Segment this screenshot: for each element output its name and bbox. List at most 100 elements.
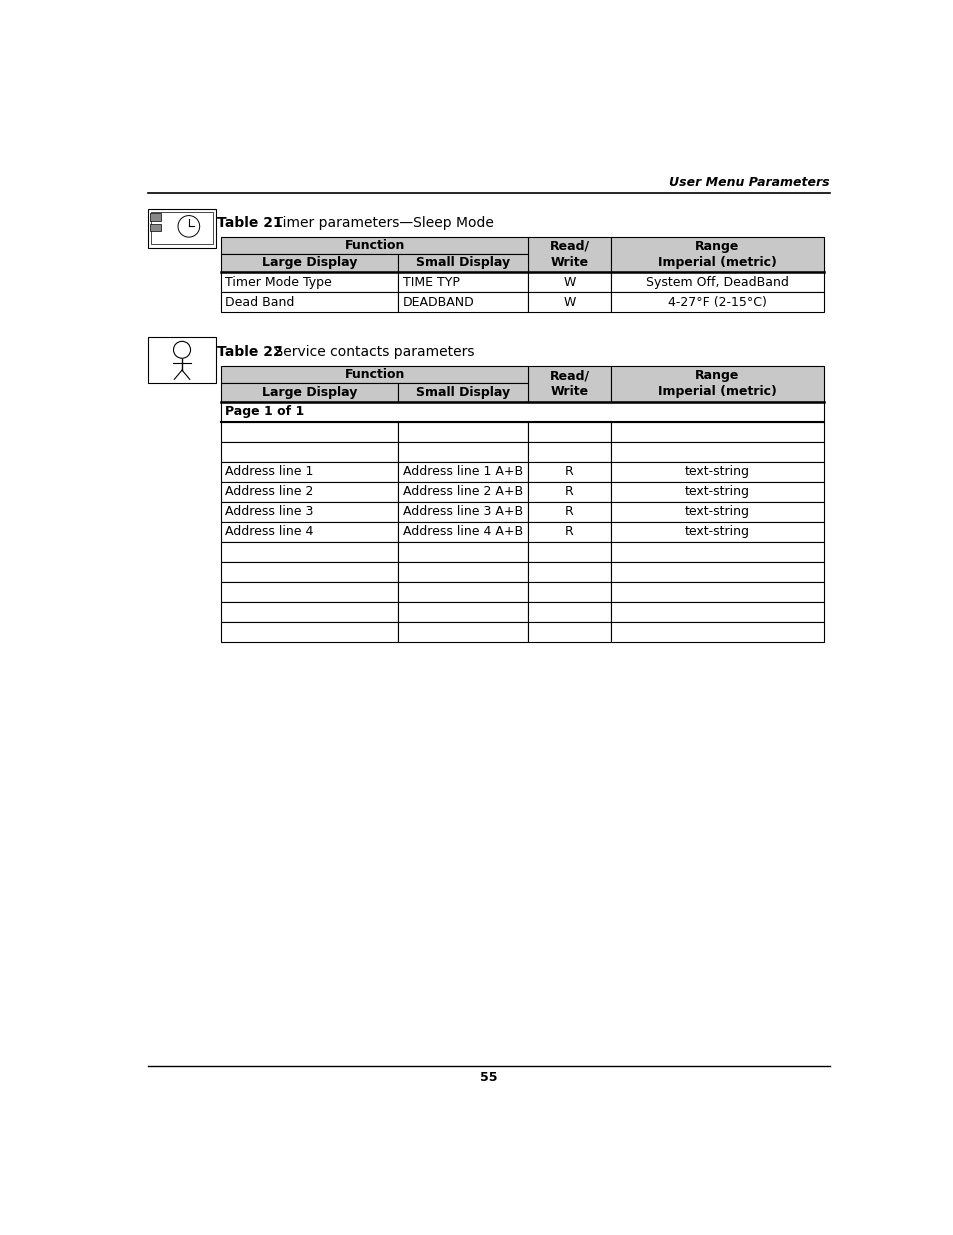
Text: W: W [563, 275, 575, 289]
Text: Function: Function [344, 368, 404, 382]
Bar [610, 442, 823, 462]
Text: Address line 3 A+B: Address line 3 A+B [402, 505, 522, 519]
Bar [528, 582, 610, 601]
Text: Large Display: Large Display [261, 257, 356, 269]
Bar [610, 542, 823, 562]
Bar [397, 293, 528, 312]
Bar [220, 482, 397, 501]
Bar [220, 272, 397, 293]
Text: Read/
Write: Read/ Write [549, 240, 589, 269]
Bar [610, 521, 823, 542]
Bar [220, 366, 528, 383]
Text: Large Display: Large Display [261, 385, 356, 399]
Text: 4-27°F (2-15°C): 4-27°F (2-15°C) [667, 295, 766, 309]
Bar [610, 366, 823, 401]
Bar [220, 562, 397, 582]
Bar [610, 482, 823, 501]
Bar [610, 272, 823, 293]
Bar [150, 212, 161, 221]
Text: text-string: text-string [684, 505, 749, 519]
Text: Dead Band: Dead Band [225, 295, 294, 309]
Text: Range
Imperial (metric): Range Imperial (metric) [658, 240, 776, 269]
Bar [397, 482, 528, 501]
Text: Address line 1: Address line 1 [225, 466, 314, 478]
Bar [528, 621, 610, 642]
Bar [220, 521, 397, 542]
Bar [610, 621, 823, 642]
Text: Timer parameters—Sleep Mode: Timer parameters—Sleep Mode [257, 216, 494, 230]
Text: DEADBAND: DEADBAND [402, 295, 475, 309]
Text: text-string: text-string [684, 485, 749, 498]
Bar [610, 601, 823, 621]
Text: Table 22: Table 22 [216, 346, 282, 359]
Text: Service contacts parameters: Service contacts parameters [257, 346, 475, 359]
Bar [528, 542, 610, 562]
Text: Table 21: Table 21 [216, 216, 282, 230]
Text: TIME TYP: TIME TYP [402, 275, 459, 289]
Text: Address line 2 A+B: Address line 2 A+B [402, 485, 522, 498]
Text: text-string: text-string [684, 525, 749, 538]
Bar [610, 462, 823, 482]
Bar [220, 442, 397, 462]
Text: Address line 2: Address line 2 [225, 485, 314, 498]
Bar [397, 442, 528, 462]
Text: Timer Mode Type: Timer Mode Type [225, 275, 332, 289]
Text: R: R [564, 505, 574, 519]
Bar [220, 237, 528, 253]
Bar [220, 421, 397, 442]
Bar [220, 401, 823, 421]
Bar [528, 442, 610, 462]
Text: Read/
Write: Read/ Write [549, 369, 589, 399]
Bar [220, 253, 397, 272]
Bar [148, 209, 216, 247]
Text: Range
Imperial (metric): Range Imperial (metric) [658, 369, 776, 399]
Bar [148, 337, 216, 383]
Bar [528, 521, 610, 542]
Bar [397, 272, 528, 293]
Bar [397, 521, 528, 542]
Text: Page 1 of 1: Page 1 of 1 [225, 405, 304, 417]
Bar [220, 293, 397, 312]
Text: R: R [564, 485, 574, 498]
Bar [397, 542, 528, 562]
Text: Address line 4: Address line 4 [225, 525, 314, 538]
Text: W: W [563, 295, 575, 309]
Text: System Off, DeadBand: System Off, DeadBand [645, 275, 788, 289]
Bar [528, 601, 610, 621]
Bar [528, 462, 610, 482]
Text: Small Display: Small Display [416, 257, 510, 269]
Bar [220, 542, 397, 562]
Bar [528, 482, 610, 501]
Bar [397, 383, 528, 401]
Bar [220, 501, 397, 521]
Bar [610, 582, 823, 601]
Text: Address line 3: Address line 3 [225, 505, 314, 519]
Bar [610, 293, 823, 312]
Text: R: R [564, 466, 574, 478]
Bar [397, 253, 528, 272]
Bar [220, 621, 397, 642]
Bar [610, 237, 823, 272]
Text: Address line 1 A+B: Address line 1 A+B [402, 466, 522, 478]
Text: R: R [564, 525, 574, 538]
Bar [397, 621, 528, 642]
Bar [397, 562, 528, 582]
Text: 55: 55 [479, 1071, 497, 1084]
Bar [528, 272, 610, 293]
Bar [220, 582, 397, 601]
Bar [397, 582, 528, 601]
Bar [610, 562, 823, 582]
Bar [528, 366, 610, 401]
Bar [397, 462, 528, 482]
Bar [397, 601, 528, 621]
Bar [528, 421, 610, 442]
Bar [528, 501, 610, 521]
Bar [610, 421, 823, 442]
Text: Function: Function [344, 238, 404, 252]
Bar [151, 212, 213, 245]
Bar [528, 562, 610, 582]
Bar [220, 462, 397, 482]
Bar [528, 237, 610, 272]
Text: Address line 4 A+B: Address line 4 A+B [402, 525, 522, 538]
Bar [220, 601, 397, 621]
